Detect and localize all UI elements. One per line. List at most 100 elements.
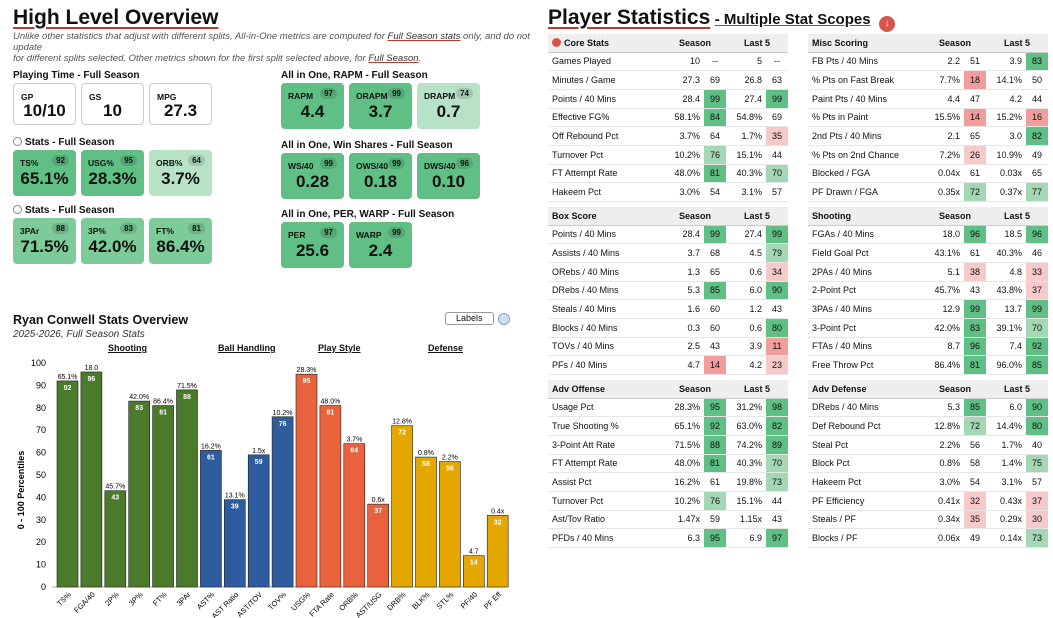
stat-name: Free Throw Pct bbox=[808, 355, 924, 375]
last5-value: 0.29x bbox=[986, 510, 1026, 530]
season-value: 10 bbox=[664, 52, 704, 72]
season-value: 12.8% bbox=[924, 416, 964, 436]
stat-table-shooting: Shooting Season Last 5 FGAs / 40 Mins 18.0 96… bbox=[808, 207, 1048, 375]
table-row: Turnover Pct 10.2% 76 15.1% 44 bbox=[548, 145, 788, 165]
bar-value-label: 42.0% bbox=[129, 394, 149, 401]
last5-value: 3.0 bbox=[986, 126, 1026, 146]
metric-percentile: 83 bbox=[120, 223, 137, 234]
stat-name: Paint Pts / 40 Mins bbox=[808, 89, 924, 109]
season-percentile: 14 bbox=[704, 355, 726, 375]
x-tick-label: TOV% bbox=[266, 590, 288, 612]
core-stats-icon[interactable] bbox=[552, 37, 561, 47]
stat-name: Games Played bbox=[548, 52, 664, 72]
metric-value: 4.4 bbox=[300, 102, 325, 121]
full-season-stats-link[interactable]: Full Season stats bbox=[387, 31, 461, 42]
stat-name: FTAs / 40 Mins bbox=[808, 337, 924, 357]
bar-percentile-label: 72 bbox=[398, 430, 406, 437]
metric-label: PER bbox=[288, 230, 306, 240]
x-tick-label: USG% bbox=[289, 590, 312, 613]
season-percentile: 65 bbox=[704, 262, 726, 282]
download-icon[interactable]: ↓ bbox=[879, 16, 896, 32]
last5-value: 6.0 bbox=[986, 398, 1026, 418]
last5-percentile: 82 bbox=[766, 416, 788, 436]
bar-drb bbox=[391, 425, 413, 588]
season-percentile: 68 bbox=[704, 243, 726, 263]
stat-name: 3-Point Att Rate bbox=[548, 435, 664, 455]
y-tick-label: 100 bbox=[31, 358, 46, 368]
category-ball-handling: Ball Handling bbox=[218, 343, 276, 353]
metric-card-rapm: RAPM 97 4.4 bbox=[281, 83, 344, 129]
metric-label: WS/40 bbox=[288, 161, 314, 171]
metric-label: 3PAr bbox=[20, 226, 40, 236]
last5-percentile: 73 bbox=[766, 472, 788, 492]
last5-value: 1.7% bbox=[726, 126, 766, 146]
labels-toggle-button[interactable]: Labels bbox=[445, 312, 494, 325]
stat-name: Hakeem Pct bbox=[808, 472, 924, 492]
table-row: Blocks / 40 Mins 0.3 60 0.6 80 bbox=[548, 318, 788, 338]
season-value: 10.2% bbox=[664, 145, 704, 165]
x-tick-label: PF/40 bbox=[459, 590, 480, 611]
full-season-link[interactable]: Full Season bbox=[368, 53, 419, 64]
last5-value: 26.8 bbox=[726, 70, 766, 90]
last5-percentile: 90 bbox=[766, 281, 788, 301]
table-row: 2nd Pts / 40 Mins 2.1 65 3.0 82 bbox=[808, 126, 1048, 146]
last5-value: 10.9% bbox=[986, 145, 1026, 165]
stats1-radio[interactable] bbox=[13, 137, 22, 146]
season-percentile: 14 bbox=[964, 108, 986, 128]
bar-value-label: 1.5x bbox=[252, 448, 266, 455]
season-percentile: 43 bbox=[964, 281, 986, 301]
y-tick-label: 70 bbox=[36, 425, 46, 435]
stat-name: Minutes / Game bbox=[548, 70, 664, 90]
stat-table-adv-offense: Adv Offense Season Last 5 Usage Pct 28.3% 95 3… bbox=[548, 380, 788, 548]
season-percentile: 65 bbox=[964, 126, 986, 146]
metric-value: 65.1% bbox=[20, 169, 69, 188]
last5-value: 14.4% bbox=[986, 416, 1026, 436]
metric-label: ORAPM bbox=[356, 91, 388, 101]
last5-percentile: 40 bbox=[1026, 435, 1048, 455]
season-percentile: 47 bbox=[964, 89, 986, 109]
last5-value: 40.3% bbox=[726, 454, 766, 474]
season-value: 18.0 bbox=[924, 225, 964, 245]
bar-3par bbox=[176, 389, 198, 588]
table-row: FB Pts / 40 Mins 2.2 51 3.9 83 bbox=[808, 52, 1048, 72]
last5-value: 4.2 bbox=[726, 355, 766, 375]
metric-label: ORB% bbox=[156, 158, 183, 168]
bar-value-label: 13.1% bbox=[225, 493, 245, 500]
bar-value-label: 16.2% bbox=[201, 443, 221, 450]
bar-percentile-label: 56 bbox=[446, 466, 454, 473]
last5-percentile: 65 bbox=[1026, 164, 1048, 184]
stat-name: Points / 40 Mins bbox=[548, 89, 664, 109]
last5-value: 5 bbox=[726, 52, 766, 72]
last5-value: 0.43x bbox=[986, 491, 1026, 511]
labels-toggle-switch[interactable] bbox=[498, 313, 510, 325]
last5-value: 15.1% bbox=[726, 491, 766, 511]
metric-card-ts: TS% 92 65.1% bbox=[13, 150, 76, 196]
stats1-label: Stats - Full Season bbox=[13, 137, 114, 148]
last5-percentile: 79 bbox=[766, 243, 788, 263]
metric-label: GS bbox=[89, 92, 102, 102]
season-percentile: 60 bbox=[704, 299, 726, 319]
metric-percentile: 64 bbox=[188, 155, 205, 166]
last5-value: 6.0 bbox=[726, 281, 766, 301]
last5-percentile: 35 bbox=[766, 126, 788, 146]
table-row: 3-Point Pct 42.0% 83 39.1% 70 bbox=[808, 318, 1048, 338]
x-tick-label: PF Eff bbox=[482, 589, 504, 611]
last5-percentile: -- bbox=[766, 52, 788, 72]
metric-card-gp: GP 10/10 bbox=[13, 83, 76, 125]
metric-value: 0.28 bbox=[295, 172, 330, 191]
season-value: 28.4 bbox=[664, 89, 704, 109]
metric-label: FT% bbox=[156, 226, 174, 236]
x-tick-label: 2P% bbox=[103, 590, 121, 608]
season-value: 1.6 bbox=[664, 299, 704, 319]
last5-value: 13.7 bbox=[986, 299, 1026, 319]
season-percentile: 58 bbox=[964, 454, 986, 474]
season-value: 2.2 bbox=[924, 52, 964, 72]
stats2-radio[interactable] bbox=[13, 205, 22, 214]
y-tick-label: 20 bbox=[36, 537, 46, 547]
per-label: All in One, PER, WARP - Full Season bbox=[281, 209, 455, 220]
metric-percentile: 92 bbox=[52, 155, 69, 166]
bar-value-label: 2.2% bbox=[442, 455, 458, 462]
stat-name: ORebs / 40 Mins bbox=[548, 262, 664, 282]
stat-table-misc-scoring: Misc Scoring Season Last 5 FB Pts / 40 Mins… bbox=[808, 34, 1048, 202]
rapm-label: All in One, RAPM - Full Season bbox=[281, 70, 428, 81]
